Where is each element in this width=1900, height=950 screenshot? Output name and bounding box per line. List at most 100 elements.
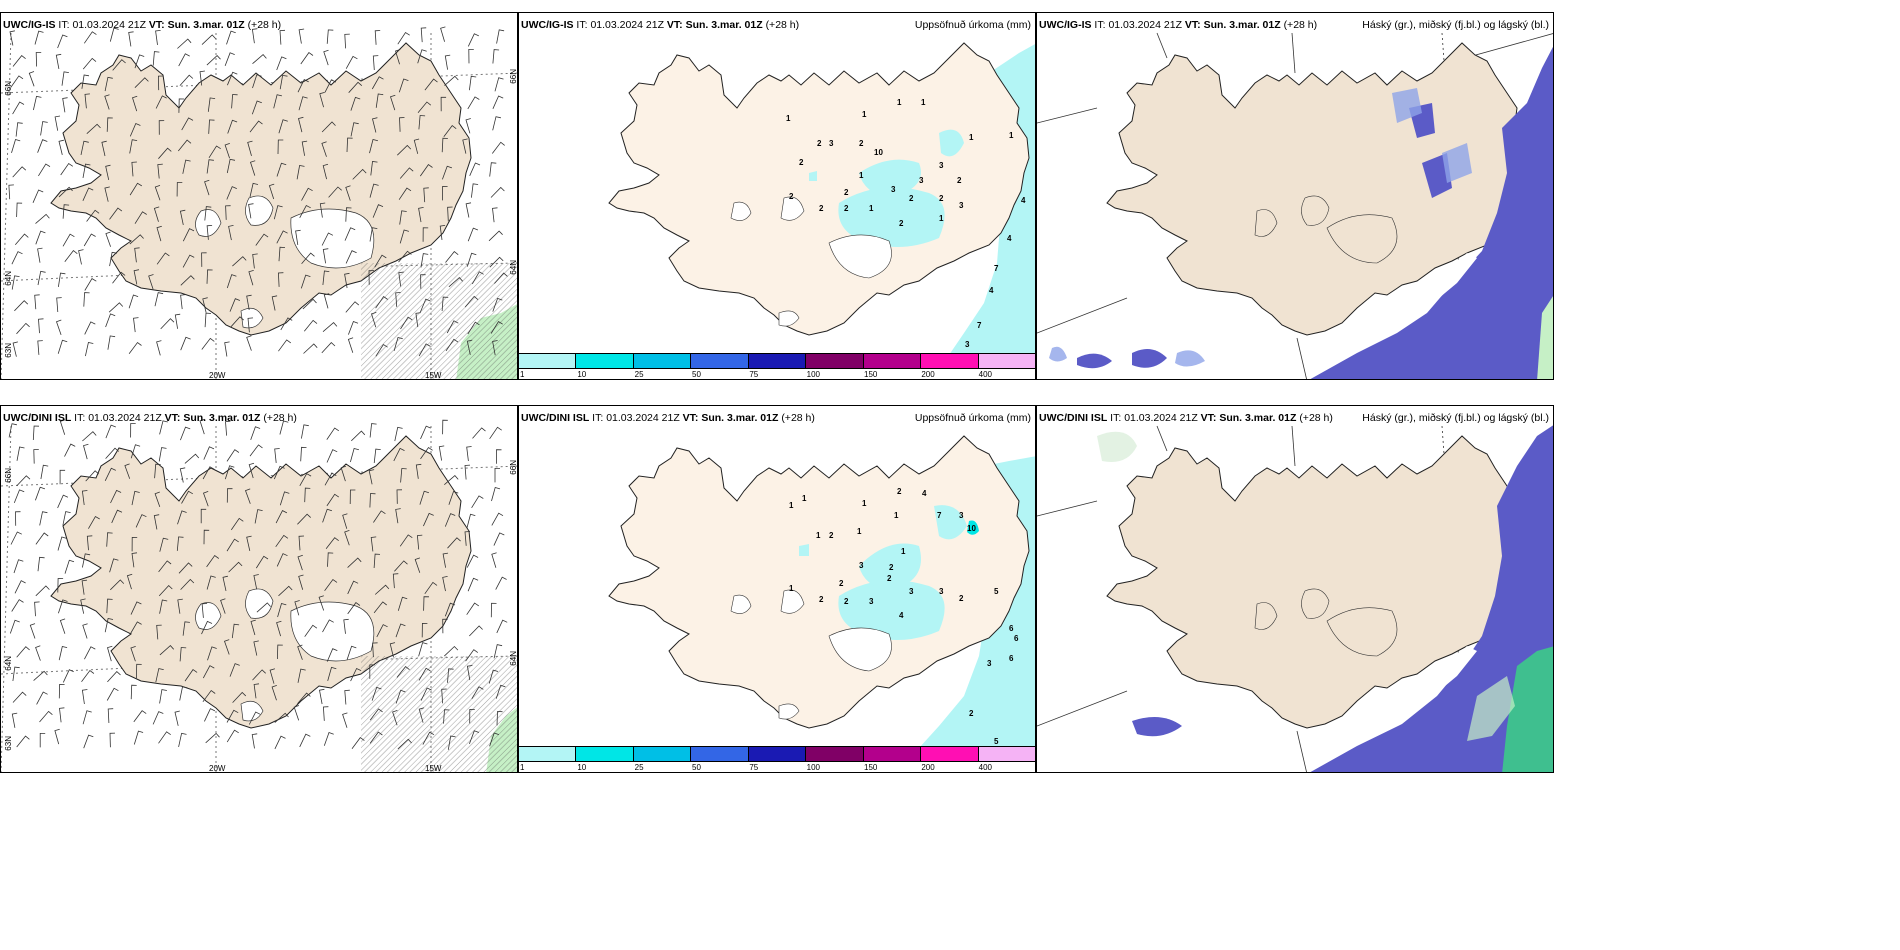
wind-barb	[319, 688, 325, 705]
hatched-area	[361, 656, 517, 772]
wind-barb	[207, 646, 217, 661]
wind-barb	[298, 116, 304, 133]
wind-barb	[392, 573, 399, 589]
wind-barb	[35, 52, 42, 67]
wind-barb	[32, 189, 44, 203]
wind-barb	[202, 491, 209, 507]
wind-barb	[254, 509, 263, 524]
wind-barb	[129, 182, 143, 196]
wind-barb	[112, 59, 126, 71]
wind-barb	[280, 317, 293, 331]
wind-barb	[247, 140, 253, 157]
colorbar-label: 200	[921, 763, 935, 772]
wind-barb	[133, 710, 147, 723]
wind-barb	[347, 602, 361, 615]
wind-barb	[466, 339, 473, 355]
wind-barb	[374, 254, 387, 268]
wind-barb	[200, 508, 207, 524]
colorbar-label: 50	[692, 763, 701, 772]
wind-barb	[423, 512, 434, 527]
wind-barb	[321, 141, 327, 157]
wind-barb	[105, 164, 111, 180]
wind-barb	[422, 227, 429, 242]
wind-barb	[444, 602, 456, 617]
lead-time: (+28 h)	[765, 19, 800, 31]
wind-barb	[112, 271, 126, 284]
wind-barb	[399, 534, 413, 547]
wind-barb	[229, 663, 240, 677]
wind-barb	[342, 712, 348, 728]
wind-barb	[249, 120, 263, 133]
wind-barb	[466, 446, 472, 462]
wind-barb	[180, 336, 191, 351]
colorbar-swatch	[806, 747, 864, 761]
precip-value: 3	[965, 340, 970, 349]
wind-barb	[297, 668, 306, 683]
panel-top-mid-precip: UWC/IG-IS IT: 01.03.2024 21Z VT: Sun. 3.…	[518, 12, 1036, 380]
wind-barb	[399, 167, 414, 179]
wind-barb	[36, 691, 48, 705]
wind-barb	[318, 595, 325, 611]
wind-barb	[220, 598, 226, 614]
wind-barb	[109, 207, 123, 220]
it-label: IT:	[592, 412, 604, 424]
wind-barb	[106, 687, 119, 701]
wind-barb	[39, 733, 46, 748]
wind-barb	[276, 620, 282, 637]
wind-barb	[11, 139, 21, 154]
model-name: UWC/DINI ISL	[1039, 412, 1108, 424]
wind-barb	[84, 278, 97, 291]
wind-barb	[56, 297, 62, 313]
wind-barb	[227, 71, 238, 86]
wind-barb	[321, 342, 336, 354]
wind-barb	[224, 465, 235, 480]
wind-barb	[413, 138, 420, 154]
wind-barb	[443, 709, 450, 724]
wind-barb	[273, 205, 283, 220]
glacier-outlines	[1254, 195, 1398, 264]
precip-value: 1	[897, 98, 902, 107]
wind-barb	[232, 256, 247, 267]
wind-barb	[223, 639, 230, 655]
white-strip	[1342, 253, 1477, 348]
lon-label-15w: 15W	[425, 764, 442, 773]
wind-barb	[206, 554, 220, 568]
wind-barb	[227, 119, 238, 134]
wind-barb	[276, 56, 287, 71]
wind-barb	[398, 78, 409, 93]
wind-barb	[208, 119, 215, 134]
colorbar-swatches	[519, 353, 1035, 369]
wind-barb	[224, 143, 230, 159]
precip-patches-strong	[967, 520, 979, 535]
wind-barb	[322, 163, 329, 180]
wind-barb	[326, 29, 334, 44]
wind-barb	[418, 667, 431, 681]
wind-barb	[368, 270, 375, 285]
wind-barb	[302, 298, 317, 310]
wind-barb	[277, 272, 284, 287]
panel-bot-right-clouds: UWC/DINI ISL IT: 01.03.2024 21Z VT: Sun.…	[1036, 405, 1554, 773]
wind-barbs	[8, 26, 508, 357]
wind-barb	[109, 251, 118, 267]
lead-time: (+28 h)	[781, 412, 815, 424]
wind-barb	[492, 116, 501, 131]
wind-barb	[226, 729, 239, 743]
wind-barb	[104, 76, 113, 92]
wind-barb	[129, 122, 141, 137]
precip-value: 7	[937, 511, 942, 520]
wind-barb	[15, 122, 23, 137]
wind-barb	[82, 553, 91, 568]
wind-barb	[418, 115, 426, 130]
wind-barb	[82, 431, 97, 442]
wind-barb	[129, 234, 144, 245]
wind-barb	[469, 75, 477, 91]
map-title: Uppsöfnuð úrkoma (mm)	[914, 412, 1031, 424]
wind-barb	[109, 732, 116, 748]
wind-barb	[37, 139, 48, 153]
wind-barb	[277, 139, 284, 155]
wind-barb	[328, 186, 342, 198]
wind-barb	[248, 203, 254, 219]
wind-barb	[396, 666, 410, 678]
wind-barb	[442, 419, 448, 435]
wind-barb	[59, 707, 65, 723]
